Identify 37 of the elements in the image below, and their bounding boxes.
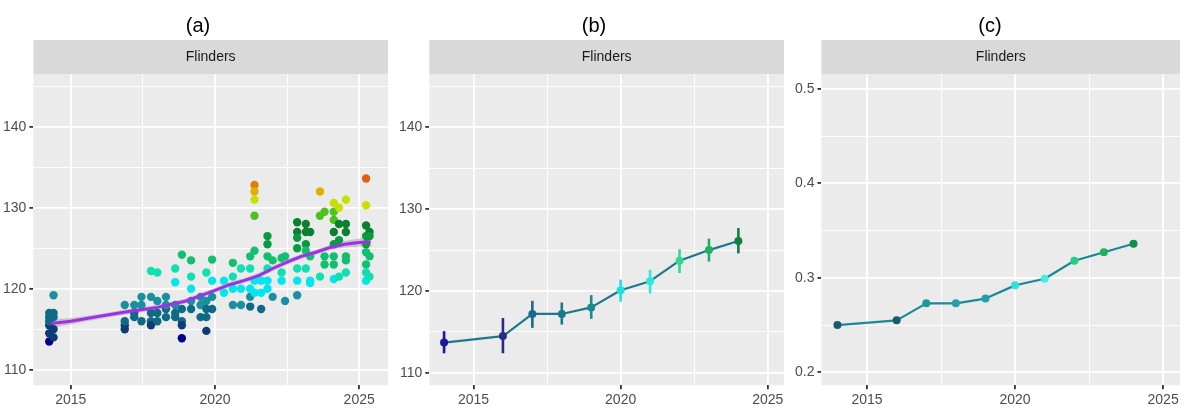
point bbox=[1040, 274, 1049, 283]
point bbox=[833, 321, 842, 330]
chart-title: (c) bbox=[977, 13, 1003, 38]
chart-title: (a) bbox=[184, 13, 212, 38]
x-tick-label: 2025 bbox=[343, 391, 375, 408]
y-tick-label: 110 bbox=[400, 363, 423, 380]
point bbox=[1099, 248, 1108, 257]
y-tick-label: 130 bbox=[399, 199, 423, 216]
x-tick-label: 2020 bbox=[999, 391, 1031, 408]
y-tick-label: 140 bbox=[3, 117, 27, 134]
y-tick-label: 120 bbox=[3, 279, 27, 296]
point bbox=[1129, 239, 1138, 248]
x-tick-label: 2020 bbox=[605, 391, 637, 408]
y-tick-label: 0.3 bbox=[794, 268, 815, 285]
x-tick-label: 2025 bbox=[1147, 391, 1179, 408]
x-tick-label: 2015 bbox=[851, 391, 883, 408]
point bbox=[922, 299, 931, 308]
chart-subtitle: Flinders bbox=[185, 47, 236, 64]
y-tick-label: 0.2 bbox=[794, 363, 815, 380]
x-tick-label: 2015 bbox=[457, 391, 490, 408]
point bbox=[1011, 281, 1020, 290]
y-tick-label: 140 bbox=[399, 118, 423, 135]
chart-subtitle: Flinders bbox=[975, 47, 1026, 64]
y-tick-label: 110 bbox=[4, 360, 27, 377]
point bbox=[1070, 256, 1079, 265]
y-tick-label: 130 bbox=[3, 198, 27, 215]
y-tick-label: 120 bbox=[399, 281, 423, 298]
x-tick-label: 2015 bbox=[55, 391, 87, 408]
y-tick-label: 0.5 bbox=[794, 79, 815, 96]
point bbox=[892, 316, 901, 325]
x-tick-label: 2020 bbox=[199, 391, 231, 408]
chart-title: (b) bbox=[580, 13, 608, 38]
chart-subtitle: Flinders bbox=[581, 47, 632, 64]
y-tick-label: 0.4 bbox=[794, 174, 815, 191]
point bbox=[951, 299, 960, 308]
point bbox=[981, 294, 990, 303]
x-tick-label: 2025 bbox=[752, 391, 784, 408]
